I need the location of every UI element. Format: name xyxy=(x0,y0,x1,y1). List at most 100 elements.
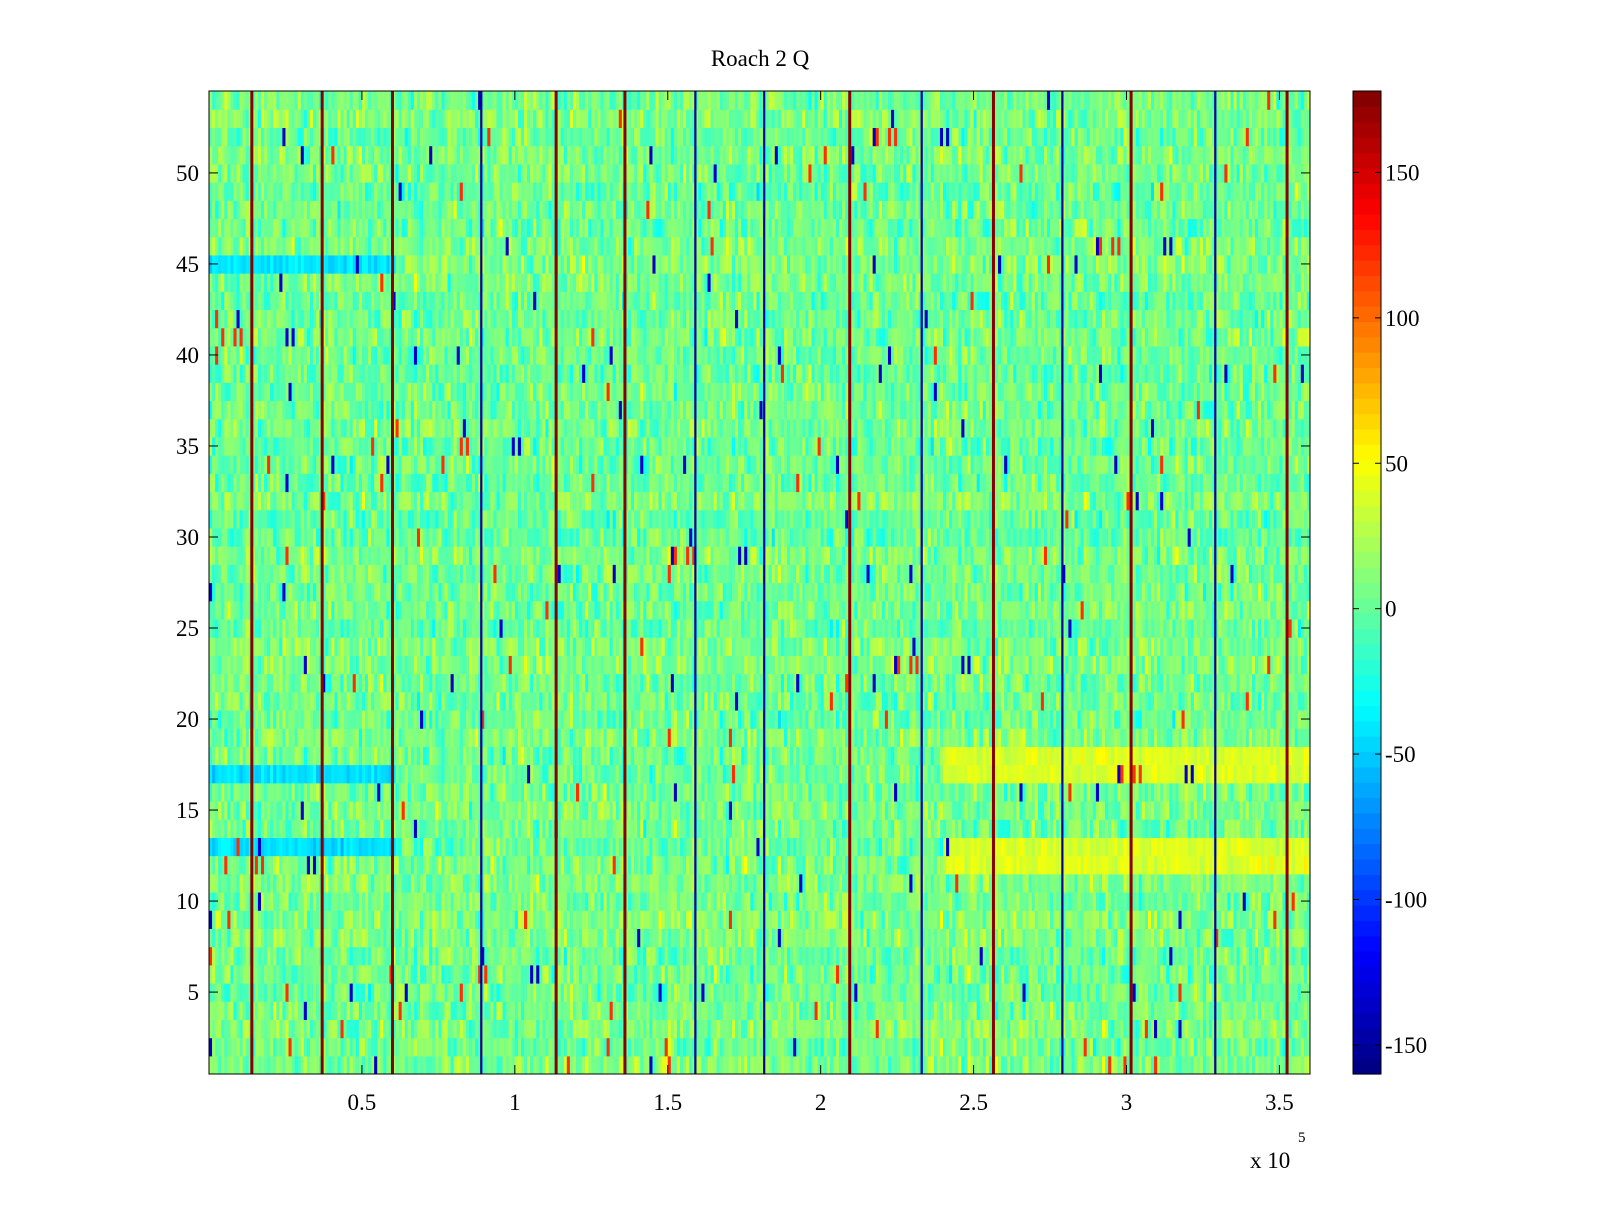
heatmap-cell xyxy=(377,964,381,984)
heatmap-cell xyxy=(557,1019,562,1039)
heatmap-cell xyxy=(254,873,259,893)
heatmap-cell xyxy=(1025,1001,1030,1020)
heatmap-cell xyxy=(533,1037,537,1057)
heatmap-cell xyxy=(796,837,800,857)
heatmap-cell xyxy=(835,928,840,948)
heatmap-cell xyxy=(747,837,751,857)
heatmap-cell xyxy=(939,819,944,838)
heatmap-cell xyxy=(383,946,387,966)
heatmap-cell xyxy=(364,982,369,1002)
heatmap-cell xyxy=(906,1055,910,1074)
heatmap-cell xyxy=(955,928,959,948)
heatmap-cell xyxy=(609,1019,614,1039)
heatmap-cell xyxy=(511,928,516,948)
heatmap-cell xyxy=(1147,855,1152,875)
heatmap-cell xyxy=(967,891,972,911)
heatmap-cell xyxy=(731,855,736,875)
heatmap-cell xyxy=(1114,819,1118,838)
heatmap-cell xyxy=(881,819,886,838)
heatmap-cell xyxy=(713,928,718,948)
heatmap-cell xyxy=(961,855,966,875)
heatmap-cell xyxy=(352,1037,357,1057)
heatmap-cell xyxy=(854,855,858,875)
heatmap-cell xyxy=(845,1019,849,1039)
heatmap-cell xyxy=(777,855,782,875)
heatmap-cell xyxy=(484,1001,488,1020)
heatmap-cell xyxy=(325,873,329,893)
heatmap-cell xyxy=(328,946,332,966)
heatmap-cell xyxy=(1181,910,1186,929)
heatmap-cell xyxy=(753,891,758,911)
heatmap-cell xyxy=(1013,946,1017,966)
heatmap-cell xyxy=(560,837,565,857)
heatmap-cell xyxy=(1016,1037,1021,1057)
heatmap-cell xyxy=(985,1055,990,1074)
heatmap-cell xyxy=(958,1001,962,1020)
heatmap-cell xyxy=(823,819,828,838)
heatmap-cell xyxy=(548,891,553,911)
heatmap-cell xyxy=(1028,891,1033,911)
heatmap-cell xyxy=(524,946,528,966)
heatmap-cell xyxy=(649,1037,654,1057)
heatmap-cell xyxy=(560,819,565,838)
heatmap-cell xyxy=(939,910,944,929)
heatmap-cell xyxy=(588,1019,592,1039)
heatmap-cell xyxy=(508,982,513,1002)
heatmap-cell xyxy=(468,819,473,838)
heatmap-cell xyxy=(756,873,761,893)
heatmap-cell xyxy=(1043,819,1048,838)
heatmap-cell xyxy=(325,891,329,911)
heatmap-cell xyxy=(903,855,907,875)
heatmap-cell xyxy=(921,837,926,857)
heatmap-cell xyxy=(735,946,739,966)
heatmap-cell xyxy=(309,1001,314,1020)
heatmap-cell xyxy=(811,946,816,966)
heatmap-cell xyxy=(667,855,672,875)
heatmap-cell xyxy=(239,837,244,857)
heatmap-cell xyxy=(817,1055,822,1074)
heatmap-cell xyxy=(609,891,614,911)
heatmap-cell xyxy=(325,1055,329,1074)
heatmap-cell xyxy=(242,1037,247,1057)
heatmap-cell xyxy=(903,1037,907,1057)
heatmap-cell xyxy=(230,946,235,966)
heatmap-cell xyxy=(799,1019,803,1039)
heatmap-cell xyxy=(1086,910,1091,929)
heatmap-cell xyxy=(799,964,803,984)
heatmap-cell xyxy=(300,964,305,984)
heatmap-cell xyxy=(1059,1019,1063,1039)
heatmap-cell xyxy=(227,1001,232,1020)
heatmap-cell xyxy=(242,819,247,838)
heatmap-cell xyxy=(961,1001,966,1020)
heatmap-cell xyxy=(894,964,898,984)
heatmap-cell xyxy=(358,1055,363,1074)
heatmap-cell xyxy=(787,982,791,1002)
heatmap-cell xyxy=(441,819,446,838)
heatmap-cell xyxy=(618,982,623,1002)
heatmap-cell xyxy=(309,819,314,838)
heatmap-cell xyxy=(927,910,932,929)
heatmap-cell xyxy=(1212,891,1216,911)
heatmap-cell xyxy=(1004,964,1008,984)
heatmap-cell xyxy=(979,1001,984,1020)
heatmap-cell xyxy=(744,946,748,966)
heatmap-cell xyxy=(585,873,589,893)
heatmap-cell xyxy=(637,855,641,875)
heatmap-cell xyxy=(695,910,699,929)
heatmap-cell xyxy=(808,1037,813,1057)
heatmap-cell xyxy=(930,964,935,984)
heatmap-cell xyxy=(1056,1019,1060,1039)
heatmap-cell xyxy=(1074,819,1079,838)
heatmap-cell xyxy=(215,964,219,984)
heatmap-cell xyxy=(285,837,290,857)
heatmap-cell xyxy=(438,1055,443,1074)
heatmap-cell xyxy=(398,891,403,911)
heatmap-cell xyxy=(404,1055,409,1074)
heatmap-cell xyxy=(465,1055,470,1074)
heatmap-cell xyxy=(1288,928,1293,948)
heatmap-cell xyxy=(866,1019,871,1039)
heatmap-cell xyxy=(227,1037,232,1057)
heatmap-cell xyxy=(468,837,473,857)
heatmap-cell xyxy=(322,1019,326,1039)
heatmap-cell xyxy=(462,1037,467,1057)
